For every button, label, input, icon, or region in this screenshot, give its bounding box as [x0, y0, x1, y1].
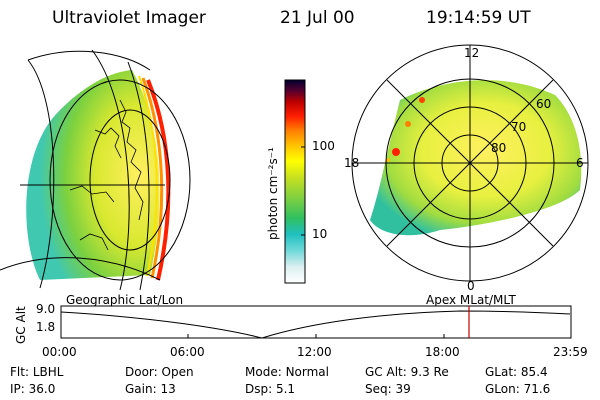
status-glat: GLat: 85.4	[485, 365, 548, 379]
time-tick-0600: 06:00	[170, 345, 205, 359]
altitude-axis-label: GC Alt	[14, 306, 28, 344]
image-date: 21 Jul 00	[280, 8, 355, 28]
colorbar-tick-10: 10	[312, 227, 328, 241]
mlt-label-12: 12	[464, 46, 480, 60]
right-panel-caption: Apex MLat/MLT	[426, 293, 516, 307]
mlt-label-0: 0	[467, 279, 475, 293]
altitude-tick-high: 9.0	[36, 302, 56, 316]
mlat-label-60: 60	[536, 97, 552, 111]
mlt-label-6: 6	[576, 156, 584, 170]
image-time: 19:14:59 UT	[426, 8, 531, 28]
altitude-curve	[60, 310, 571, 339]
status-seq: Seq: 39	[365, 382, 411, 396]
time-tick-2359: 23:59	[553, 345, 588, 359]
time-tick-1200: 12:00	[297, 345, 332, 359]
status-filter: Flt: LBHL	[10, 365, 64, 379]
colorbar-tick-100: 100	[312, 139, 335, 153]
instrument-title: Ultraviolet Imager	[52, 8, 206, 28]
geographic-grid	[0, 49, 191, 290]
time-tick-0000: 00:00	[42, 345, 77, 359]
status-dsp: Dsp: 5.1	[245, 382, 296, 396]
status-mode: Mode: Normal	[245, 365, 329, 379]
altitude-tick-low: 1.8	[36, 320, 56, 334]
polar-image	[351, 44, 589, 282]
time-tick-1800: 18:00	[425, 345, 460, 359]
aurora-glow-region	[26, 70, 160, 280]
polar-grid	[351, 44, 589, 282]
colorbar	[284, 79, 306, 284]
status-ip: IP: 36.0	[10, 382, 56, 396]
mlat-label-70: 70	[511, 120, 527, 134]
colorbar-unit-label: photon cm⁻²s⁻¹	[266, 147, 280, 240]
mlat-label-80: 80	[491, 141, 507, 155]
geographic-image	[0, 49, 191, 290]
status-glon: GLon: 71.6	[485, 382, 551, 396]
left-panel-caption: Geographic Lat/Lon	[66, 293, 184, 307]
altitude-plot	[60, 305, 572, 339]
mlt-label-18: 18	[344, 156, 360, 170]
coastline-overlay	[69, 99, 144, 251]
altitude-plot-frame	[60, 305, 572, 339]
status-door: Door: Open	[125, 365, 194, 379]
status-gc-alt: GC Alt: 9.3 Re	[365, 365, 449, 379]
status-gain: Gain: 13	[125, 382, 176, 396]
aurora-oval-edge	[146, 79, 171, 281]
